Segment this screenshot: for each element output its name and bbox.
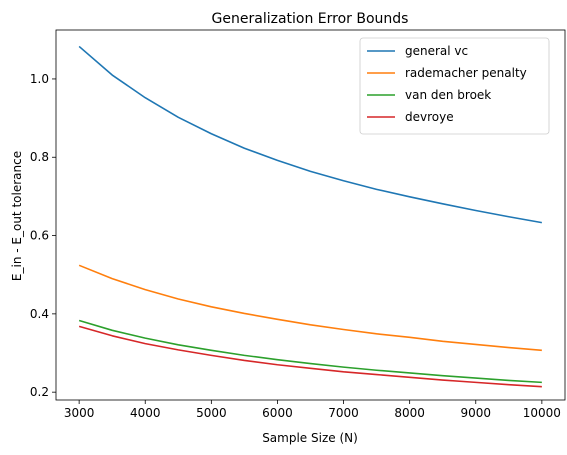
legend-label-2: van den broek xyxy=(405,88,491,102)
legend-label-0: general vc xyxy=(405,44,468,58)
legend: general vc rademacher penalty van den broe… xyxy=(359,37,550,135)
y-tick-label: 0.8 xyxy=(30,150,49,164)
chart-title: Generalization Error Bounds xyxy=(212,11,409,27)
x-tick-label: 4000 xyxy=(130,406,161,420)
series-line-2 xyxy=(78,319,542,384)
x-tick-label: 7000 xyxy=(328,406,359,420)
x-tick-label: 6000 xyxy=(262,406,293,420)
y-tick-label: 0.4 xyxy=(30,307,49,321)
series-line-3 xyxy=(78,325,542,388)
y-axis-label: E_in - E_out tolerance xyxy=(10,151,24,281)
x-axis-label: Sample Size (N) xyxy=(262,431,358,445)
y-tick-label: 0.2 xyxy=(30,385,49,399)
series-line-0 xyxy=(78,45,542,224)
x-tick-label: 9000 xyxy=(460,406,491,420)
x-tick-label: 8000 xyxy=(394,406,425,420)
y-tick-label: 0.6 xyxy=(30,229,49,243)
x-tick-label: 10000 xyxy=(523,406,561,420)
x-tick-label: 5000 xyxy=(196,406,227,420)
legend-label-3: devroye xyxy=(405,110,454,124)
y-tick-label: 1.0 xyxy=(30,72,49,86)
plot-area: 3000 4000 5000 6000 7000 8000 9000 10000 0.2 0.4 0… xyxy=(30,29,566,420)
axes-frame xyxy=(55,29,566,401)
series-line-1 xyxy=(78,264,542,352)
x-tick-label: 3000 xyxy=(64,406,95,420)
legend-label-1: rademacher penalty xyxy=(405,66,527,80)
legend-box xyxy=(359,37,550,135)
